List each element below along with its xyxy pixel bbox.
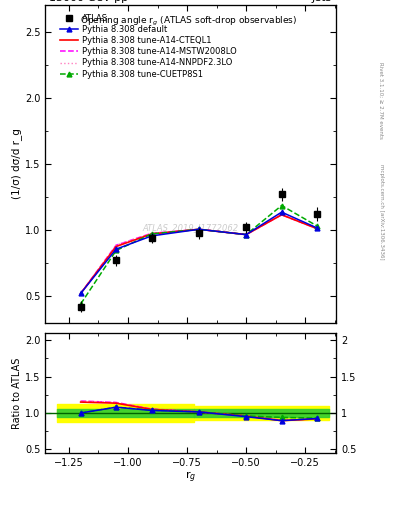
Text: Opening angle r$_g$ (ATLAS soft-drop observables): Opening angle r$_g$ (ATLAS soft-drop obs…: [80, 15, 298, 28]
Pythia 8.308 tune-A14-CTEQL1: [279, 211, 284, 218]
Pythia 8.308 tune-A14-NNPDF2.3LO: [244, 231, 248, 238]
Pythia 8.308 tune-A14-NNPDF2.3LO: [149, 230, 154, 237]
Pythia 8.308 default: [279, 209, 284, 215]
Pythia 8.308 default: [196, 226, 201, 232]
Line: Pythia 8.308 default: Pythia 8.308 default: [78, 210, 320, 296]
Legend: ATLAS, Pythia 8.308 default, Pythia 8.308 tune-A14-CTEQL1, Pythia 8.308 tune-A14: ATLAS, Pythia 8.308 default, Pythia 8.30…: [58, 12, 239, 80]
Pythia 8.308 default: [78, 290, 83, 296]
Pythia 8.308 tune-A14-MSTW2008LO: [78, 290, 83, 296]
Pythia 8.308 tune-A14-MSTW2008LO: [279, 211, 284, 218]
Pythia 8.308 default: [244, 231, 248, 238]
Text: Jets: Jets: [312, 0, 332, 3]
Line: Pythia 8.308 tune-A14-MSTW2008LO: Pythia 8.308 tune-A14-MSTW2008LO: [81, 215, 317, 293]
Text: ATLAS_2019_I1772062: ATLAS_2019_I1772062: [143, 223, 239, 232]
Line: Pythia 8.308 tune-A14-NNPDF2.3LO: Pythia 8.308 tune-A14-NNPDF2.3LO: [81, 215, 317, 293]
Pythia 8.308 tune-A14-CTEQL1: [244, 231, 248, 238]
Text: Rivet 3.1.10; ≥ 2.7M events: Rivet 3.1.10; ≥ 2.7M events: [379, 62, 384, 139]
Pythia 8.308 default: [114, 246, 118, 252]
Pythia 8.308 default: [149, 233, 154, 239]
Pythia 8.308 tune-CUETP8S1: [196, 226, 201, 232]
Y-axis label: Ratio to ATLAS: Ratio to ATLAS: [12, 357, 22, 429]
Text: mcplots.cern.ch [arXiv:1306.3436]: mcplots.cern.ch [arXiv:1306.3436]: [379, 164, 384, 259]
X-axis label: r$_g$: r$_g$: [185, 470, 196, 485]
Pythia 8.308 tune-CUETP8S1: [114, 247, 118, 253]
Pythia 8.308 tune-A14-NNPDF2.3LO: [196, 226, 201, 232]
Pythia 8.308 tune-A14-CTEQL1: [114, 243, 118, 249]
Pythia 8.308 tune-CUETP8S1: [149, 231, 154, 237]
Pythia 8.308 tune-A14-NNPDF2.3LO: [315, 226, 320, 232]
Pythia 8.308 tune-CUETP8S1: [244, 231, 248, 238]
Text: 13000 GeV pp: 13000 GeV pp: [49, 0, 128, 3]
Pythia 8.308 tune-A14-MSTW2008LO: [315, 226, 320, 232]
Pythia 8.308 tune-A14-MSTW2008LO: [196, 226, 201, 232]
Pythia 8.308 tune-A14-MSTW2008LO: [114, 242, 118, 248]
Pythia 8.308 tune-A14-CTEQL1: [78, 290, 83, 296]
Pythia 8.308 tune-A14-CTEQL1: [196, 226, 201, 232]
Pythia 8.308 tune-A14-NNPDF2.3LO: [114, 242, 118, 248]
Pythia 8.308 tune-A14-CTEQL1: [149, 231, 154, 237]
Line: Pythia 8.308 tune-A14-CTEQL1: Pythia 8.308 tune-A14-CTEQL1: [81, 215, 317, 293]
Pythia 8.308 tune-CUETP8S1: [78, 301, 83, 307]
Pythia 8.308 default: [315, 225, 320, 231]
Pythia 8.308 tune-A14-NNPDF2.3LO: [78, 290, 83, 296]
Pythia 8.308 tune-CUETP8S1: [315, 223, 320, 229]
Pythia 8.308 tune-A14-CTEQL1: [315, 226, 320, 232]
Y-axis label: (1/σ) dσ/d r_g: (1/σ) dσ/d r_g: [11, 129, 22, 199]
Pythia 8.308 tune-CUETP8S1: [279, 202, 284, 208]
Pythia 8.308 tune-A14-NNPDF2.3LO: [279, 211, 284, 218]
Pythia 8.308 tune-A14-MSTW2008LO: [149, 230, 154, 237]
Pythia 8.308 tune-A14-MSTW2008LO: [244, 231, 248, 238]
Line: Pythia 8.308 tune-CUETP8S1: Pythia 8.308 tune-CUETP8S1: [78, 203, 320, 307]
